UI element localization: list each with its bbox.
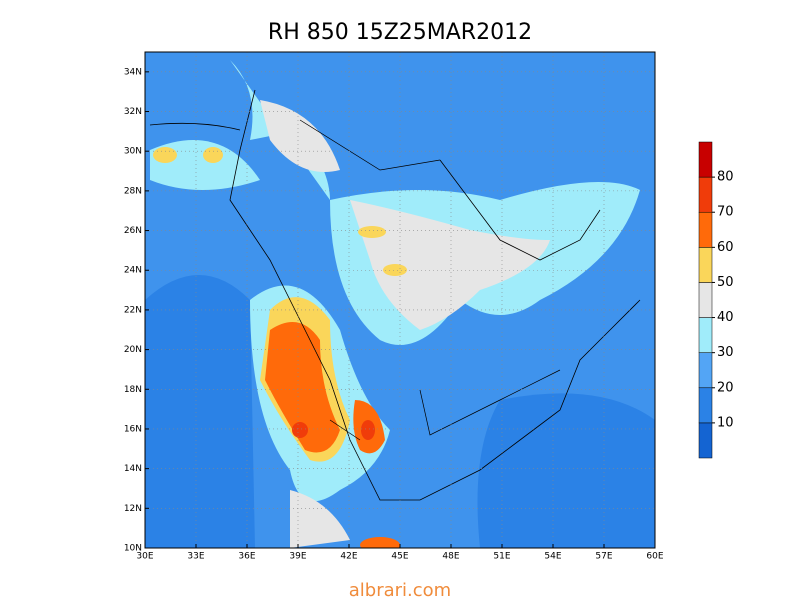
colorbar-segment xyxy=(698,282,713,318)
colorbar-segment xyxy=(698,387,713,424)
lat-label: 14N xyxy=(124,464,142,474)
lat-label: 18N xyxy=(124,385,142,395)
lon-label: 42E xyxy=(340,552,357,562)
lat-label: 34N xyxy=(124,67,142,77)
lon-label: 45E xyxy=(391,552,408,562)
graticule xyxy=(144,52,656,549)
lat-label: 30N xyxy=(124,147,142,157)
colorbar-label: 20 xyxy=(717,380,734,395)
colorbar-segment xyxy=(698,317,713,353)
lon-label: 39E xyxy=(289,552,306,562)
lat-label: 16N xyxy=(124,424,142,434)
colorbar-label: 30 xyxy=(717,345,734,360)
lon-label: 30E xyxy=(136,552,153,562)
colorbar-label: 40 xyxy=(717,310,734,325)
colorbar-segment xyxy=(698,176,713,213)
lon-label: 51E xyxy=(493,552,510,562)
lon-label: 54E xyxy=(544,552,561,562)
lat-label: 20N xyxy=(124,345,142,355)
lat-label: 22N xyxy=(124,305,142,315)
lon-label: 48E xyxy=(442,552,459,562)
colorbar-label: 60 xyxy=(717,240,734,255)
watermark: albrari.com xyxy=(349,580,451,600)
lat-label: 26N xyxy=(124,226,142,236)
colorbar-segment xyxy=(698,422,713,459)
colorbar-segment xyxy=(698,352,713,389)
lat-label: 10N xyxy=(124,544,142,554)
colorbar-segment xyxy=(698,247,713,283)
colorbar-segment xyxy=(698,141,713,178)
lat-label: 12N xyxy=(124,504,142,514)
colorbar-label: 80 xyxy=(717,170,734,185)
colorbar-segment xyxy=(698,211,713,248)
lon-label: 33E xyxy=(187,552,204,562)
lon-label: 60E xyxy=(646,552,663,562)
lat-label: 24N xyxy=(124,266,142,276)
lon-label: 36E xyxy=(238,552,255,562)
colorbar-label: 10 xyxy=(717,415,734,430)
rh-field xyxy=(145,52,655,548)
lat-label: 32N xyxy=(124,107,142,117)
title: RH 850 15Z25MAR2012 xyxy=(268,20,532,45)
lat-label: 28N xyxy=(124,186,142,196)
colorbar-label: 50 xyxy=(717,275,734,290)
lon-label: 57E xyxy=(595,552,612,562)
colorbar-label: 70 xyxy=(717,205,734,220)
